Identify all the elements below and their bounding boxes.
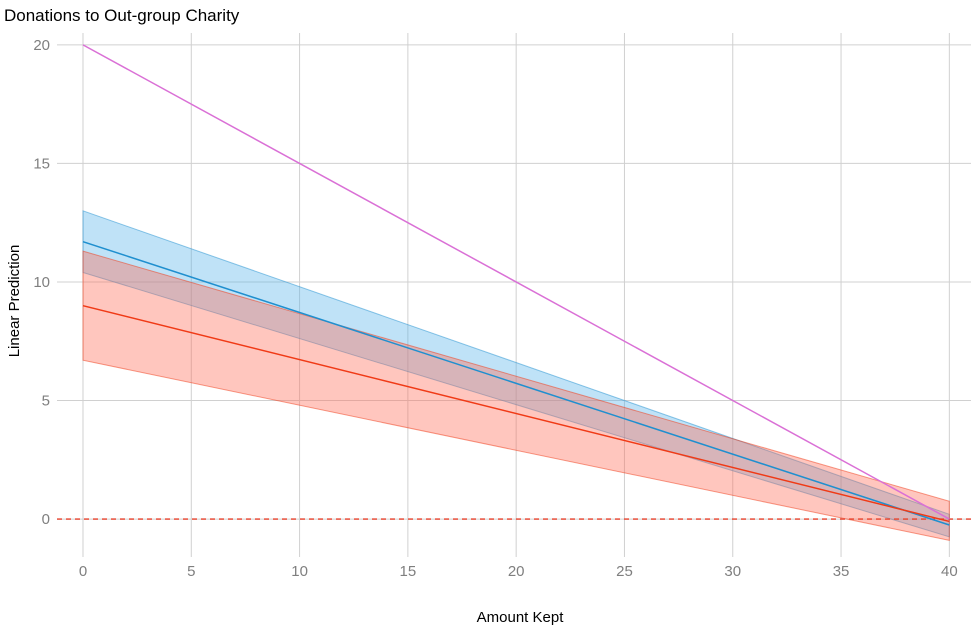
y-tick-label: 20 xyxy=(33,37,50,54)
chart-title: Donations to Out-group Charity xyxy=(4,6,240,25)
y-tick-label: 0 xyxy=(42,511,50,528)
x-tick-label: 15 xyxy=(400,563,417,580)
y-tick-label: 5 xyxy=(42,393,50,410)
series-1-line xyxy=(82,44,950,520)
series-3-line xyxy=(82,304,950,523)
y-axis-title: Linear Prediction xyxy=(6,245,23,358)
x-tick-label: 30 xyxy=(724,563,741,580)
x-axis-title: Amount Kept xyxy=(477,609,565,626)
y-tick-label: 10 xyxy=(33,274,50,291)
x-tick-labels: 0 5 10 15 20 25 30 35 40 xyxy=(79,563,958,580)
series-line-layer xyxy=(57,44,971,526)
x-tick-label: 35 xyxy=(833,563,850,580)
series-2-line xyxy=(82,240,950,526)
x-tick-label: 0 xyxy=(79,563,87,580)
grid-layer xyxy=(57,33,971,557)
y-tick-label: 15 xyxy=(33,155,50,172)
x-tick-label: 25 xyxy=(616,563,633,580)
y-tick-labels: 0 5 10 15 20 xyxy=(33,37,50,528)
x-tick-label: 40 xyxy=(941,563,958,580)
x-tick-label: 5 xyxy=(187,563,195,580)
x-tick-label: 20 xyxy=(508,563,525,580)
x-tick-label: 10 xyxy=(291,563,308,580)
